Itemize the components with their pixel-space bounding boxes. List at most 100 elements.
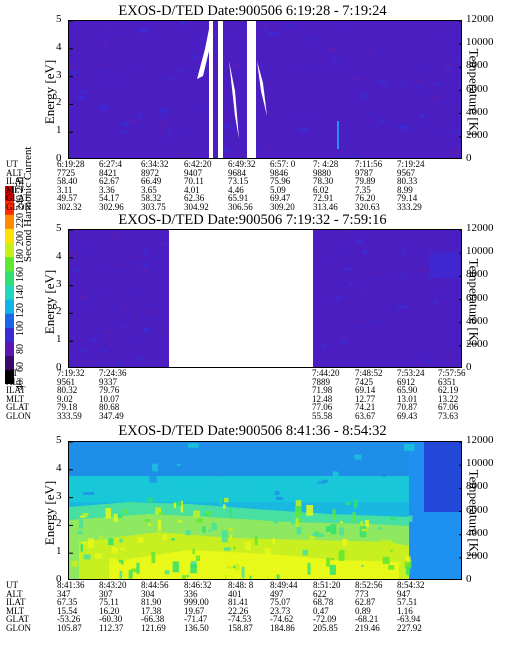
ephemeris-value: 302.96 bbox=[99, 202, 124, 212]
heatmap-cell bbox=[377, 527, 382, 530]
heatmap-cell bbox=[241, 566, 245, 579]
heatmap-cell bbox=[147, 497, 153, 502]
ephemeris-value: 4.01 bbox=[184, 184, 200, 195]
panel-2-plot bbox=[68, 229, 462, 368]
heatmap-cell bbox=[103, 63, 110, 68]
heatmap-cell bbox=[339, 256, 343, 262]
heatmap-cell bbox=[113, 232, 121, 238]
y-tick-label-right: 6000 bbox=[466, 82, 488, 95]
y-tick-label: 2 bbox=[56, 517, 62, 530]
colorbar-segment bbox=[5, 270, 14, 286]
ephemeris-row-label: GLAT bbox=[6, 193, 29, 204]
ephemeris-value: 3.65 bbox=[141, 184, 157, 195]
ephemeris-value: 79.89 bbox=[355, 176, 376, 187]
colorbar-segment bbox=[5, 369, 14, 385]
ephemeris-value: 999.00 bbox=[184, 597, 209, 608]
heatmap-cell bbox=[102, 270, 106, 273]
heatmap-cell bbox=[224, 116, 232, 119]
y-tick-label: 5 bbox=[56, 222, 62, 234]
colorbar-segment bbox=[5, 299, 14, 314]
heatmap-cell bbox=[318, 366, 324, 367]
ephemeris-value: 73.63 bbox=[438, 411, 459, 421]
heatmap-cell bbox=[330, 524, 337, 535]
heatmap-cell bbox=[87, 359, 95, 363]
heatmap-cell bbox=[121, 306, 129, 311]
heatmap-cell bbox=[343, 336, 349, 340]
heatmap-cell bbox=[419, 114, 425, 119]
heatmap-cell bbox=[339, 527, 344, 536]
ephemeris-value: 73.15 bbox=[228, 176, 249, 187]
heatmap-cell bbox=[184, 481, 193, 487]
ephemeris-value: 7725 bbox=[57, 167, 75, 178]
heatmap-cell bbox=[168, 129, 172, 134]
heatmap-cell bbox=[219, 498, 222, 505]
heatmap-cell bbox=[268, 31, 278, 36]
ephemeris-value: 184.86 bbox=[270, 623, 295, 633]
heatmap-cell bbox=[186, 152, 194, 155]
colorbar-segment bbox=[5, 313, 14, 328]
heatmap-cell bbox=[406, 566, 411, 576]
heatmap-cell bbox=[218, 471, 223, 477]
heatmap-cell bbox=[417, 86, 422, 90]
heatmap-cell bbox=[211, 523, 217, 531]
ephemeris-value: 63.67 bbox=[355, 411, 376, 421]
ephemeris-value: 6912 bbox=[397, 376, 415, 387]
ephemeris-value: 7425 bbox=[355, 376, 373, 387]
ephemeris-value: 75.07 bbox=[270, 597, 291, 608]
heatmap-cell bbox=[271, 25, 277, 28]
heatmap-cell bbox=[354, 454, 362, 460]
ephemeris-value: 0.89 bbox=[355, 605, 371, 616]
heatmap-cell bbox=[185, 530, 191, 536]
ephemeris-value: 62.67 bbox=[99, 176, 120, 187]
heatmap-cell bbox=[195, 555, 200, 561]
heatmap-cell bbox=[318, 578, 324, 579]
heatmap-background bbox=[69, 21, 461, 158]
ephemeris-row-label: UT bbox=[6, 159, 18, 169]
heatmap-cell bbox=[158, 512, 164, 515]
ephemeris-value: 81.41 bbox=[228, 597, 249, 608]
heatmap-cell bbox=[93, 291, 97, 295]
ephemeris-value: -71.47 bbox=[184, 614, 208, 625]
heatmap-cell bbox=[223, 504, 226, 509]
heatmap-cell bbox=[159, 332, 168, 334]
heatmap-cell bbox=[334, 296, 341, 300]
y-tick-label-right: 8000 bbox=[466, 59, 488, 72]
heatmap-cell bbox=[337, 542, 340, 552]
heatmap-cell bbox=[294, 506, 302, 517]
heatmap-cell bbox=[151, 551, 156, 564]
heatmap-cell bbox=[138, 28, 148, 33]
heatmap-cell bbox=[361, 94, 368, 98]
heatmap-cell bbox=[147, 94, 153, 96]
ephemeris-value: 112.37 bbox=[99, 623, 124, 633]
heatmap-cell bbox=[362, 250, 368, 255]
ephemeris-value: 336 bbox=[184, 588, 198, 599]
y-tick-label: 0 bbox=[56, 361, 62, 373]
heatmap-cell bbox=[287, 24, 293, 27]
y-tick-label: 1 bbox=[56, 333, 62, 346]
heatmap-cell bbox=[363, 329, 367, 331]
heatmap-cell bbox=[404, 559, 412, 569]
heatmap-cell bbox=[123, 509, 127, 514]
ephemeris-value: 72.91 bbox=[313, 193, 334, 204]
heatmap-cell bbox=[121, 353, 125, 357]
heatmap-cell bbox=[326, 22, 329, 24]
ephemeris-value: 74.21 bbox=[355, 402, 376, 413]
heatmap-cell bbox=[202, 526, 206, 533]
heatmap-cell bbox=[240, 577, 244, 579]
heatmap-cell bbox=[397, 274, 405, 277]
heatmap-cell bbox=[127, 66, 130, 69]
heatmap-cell bbox=[348, 154, 356, 157]
y-tick-label-right: 4000 bbox=[466, 314, 488, 327]
y-tick-label: 5 bbox=[56, 434, 62, 446]
heatmap-cell bbox=[116, 263, 122, 268]
ephemeris-value: 8.99 bbox=[397, 184, 413, 195]
heatmap-cell bbox=[75, 267, 79, 273]
y-tick-label-right: 6000 bbox=[466, 291, 488, 304]
heatmap-cell bbox=[148, 523, 151, 527]
heatmap-cell bbox=[454, 107, 459, 110]
heatmap-cell bbox=[176, 501, 182, 506]
ephemeris-value: 7:57:56 bbox=[438, 368, 466, 378]
heatmap-cell bbox=[74, 39, 80, 43]
ephemeris-value: 23.73 bbox=[270, 605, 291, 616]
ephemeris-value: 307 bbox=[99, 588, 113, 599]
